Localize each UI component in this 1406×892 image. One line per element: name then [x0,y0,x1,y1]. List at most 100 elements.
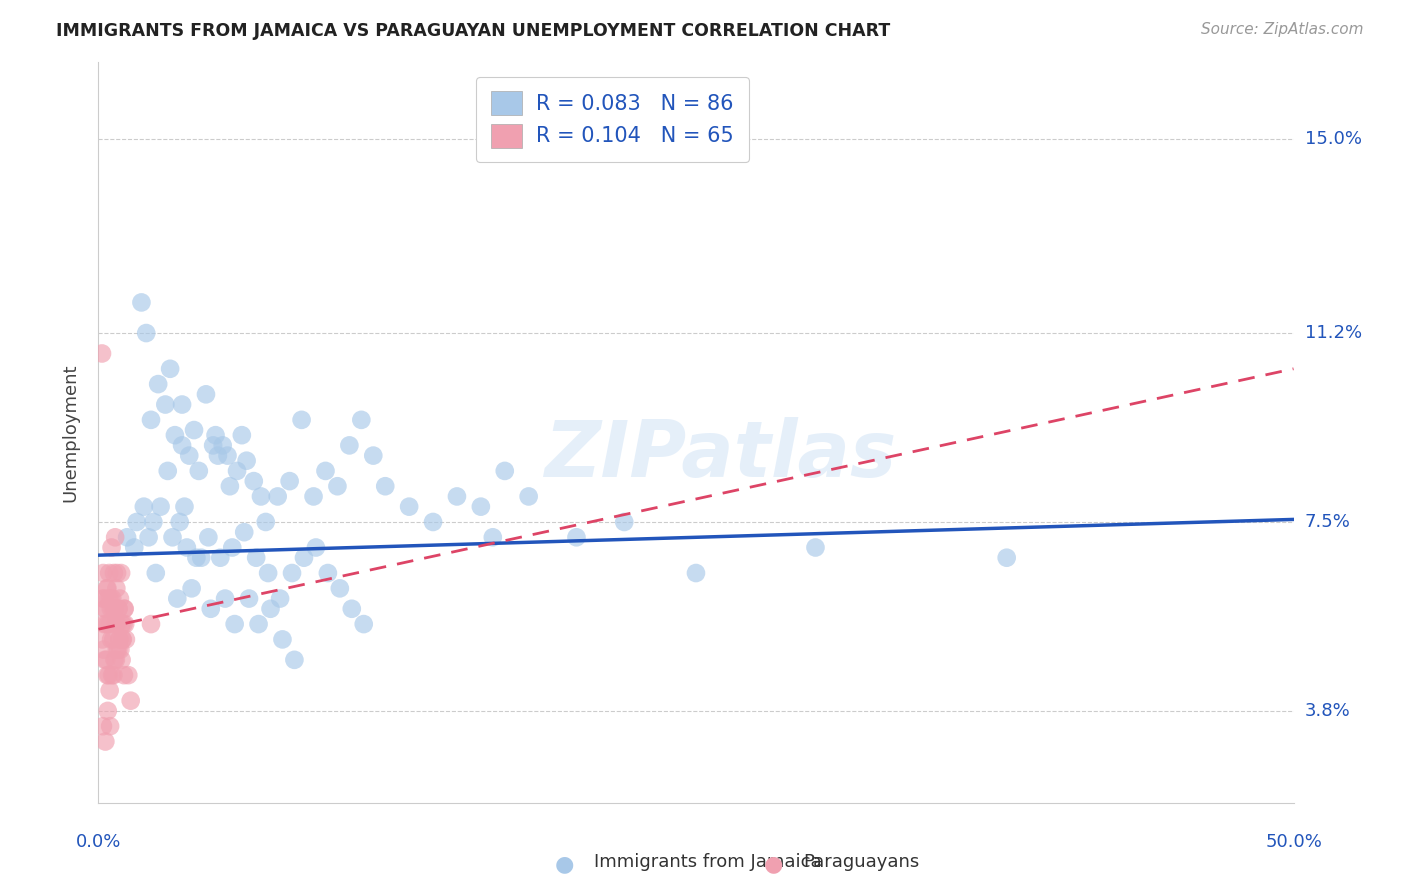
Point [135,326,157,340]
Point [125,515,148,529]
Legend: R = 0.083   N = 86, R = 0.104   N = 65: R = 0.083 N = 86, R = 0.104 N = 65 [477,77,748,162]
Point [94,617,117,632]
Point [173,500,195,514]
Point [190,550,212,565]
Point [110,642,132,657]
Point [226,464,249,478]
Point [93,617,115,632]
Point [283,653,305,667]
Point [96,653,118,667]
Point [267,490,290,504]
Point [292,550,315,565]
Point [139,617,162,632]
Point [243,474,266,488]
Point [103,566,125,580]
Point [100,632,122,647]
Point [339,438,361,452]
Point [315,464,337,478]
Text: 11.2%: 11.2% [1305,324,1362,342]
Point [110,566,132,580]
Point [145,566,167,580]
Point [180,582,202,596]
Text: Paraguayans: Paraguayans [804,853,920,871]
Point [105,582,128,596]
Text: 15.0%: 15.0% [1305,130,1361,148]
Point [257,566,280,580]
Point [101,668,124,682]
Point [96,582,118,596]
Point [101,601,124,615]
Point [363,449,385,463]
Point [231,428,253,442]
Point [107,601,129,615]
Point [219,479,242,493]
Point [111,617,134,632]
Point [269,591,291,606]
Point [211,438,233,452]
Text: ZIPatlas: ZIPatlas [544,417,896,493]
Point [202,438,225,452]
Point [103,653,125,667]
Point [247,617,270,632]
Point [139,413,162,427]
Point [142,515,165,529]
Point [94,601,117,615]
Point [353,617,375,632]
Point [166,591,188,606]
Point [254,515,277,529]
Point [93,642,115,657]
Point [97,591,120,606]
Point [281,566,304,580]
Point [159,361,181,376]
Point [329,582,352,596]
Point [179,449,201,463]
Point [183,423,205,437]
Text: Source: ZipAtlas.com: Source: ZipAtlas.com [1201,22,1364,37]
Point [374,479,396,493]
Point [91,566,114,580]
Point [107,617,129,632]
Point [101,591,124,606]
Point [112,601,135,615]
Point [98,719,121,733]
Point [91,591,114,606]
Text: IMMIGRANTS FROM JAMAICA VS PARAGUAYAN UNEMPLOYMENT CORRELATION CHART: IMMIGRANTS FROM JAMAICA VS PARAGUAYAN UN… [56,22,890,40]
Point [350,413,373,427]
Point [108,591,131,606]
Point [94,734,117,748]
Point [565,530,588,544]
Point [131,295,153,310]
Point [156,464,179,478]
Text: 50.0%: 50.0% [1265,833,1322,851]
Point [94,601,117,615]
Point [114,601,136,615]
Point [305,541,328,555]
Point [613,515,636,529]
Point [98,617,121,632]
Point [104,530,127,544]
Point [163,428,186,442]
Point [91,719,114,733]
Point [804,541,827,555]
Point [186,550,208,565]
Point [96,582,118,596]
Point [94,653,117,667]
Text: ●: ● [555,855,574,875]
Point [117,668,139,682]
Point [112,668,135,682]
Point [207,449,229,463]
Y-axis label: Unemployment: Unemployment [62,363,80,502]
Point [98,683,121,698]
Point [172,398,194,412]
Point [107,601,129,615]
Point [111,632,134,647]
Point [132,500,155,514]
Point [200,601,222,615]
Point [422,515,444,529]
Point [214,591,236,606]
Point [169,515,191,529]
Point [302,490,325,504]
Point [176,541,198,555]
Point [120,694,142,708]
Point [209,550,232,565]
